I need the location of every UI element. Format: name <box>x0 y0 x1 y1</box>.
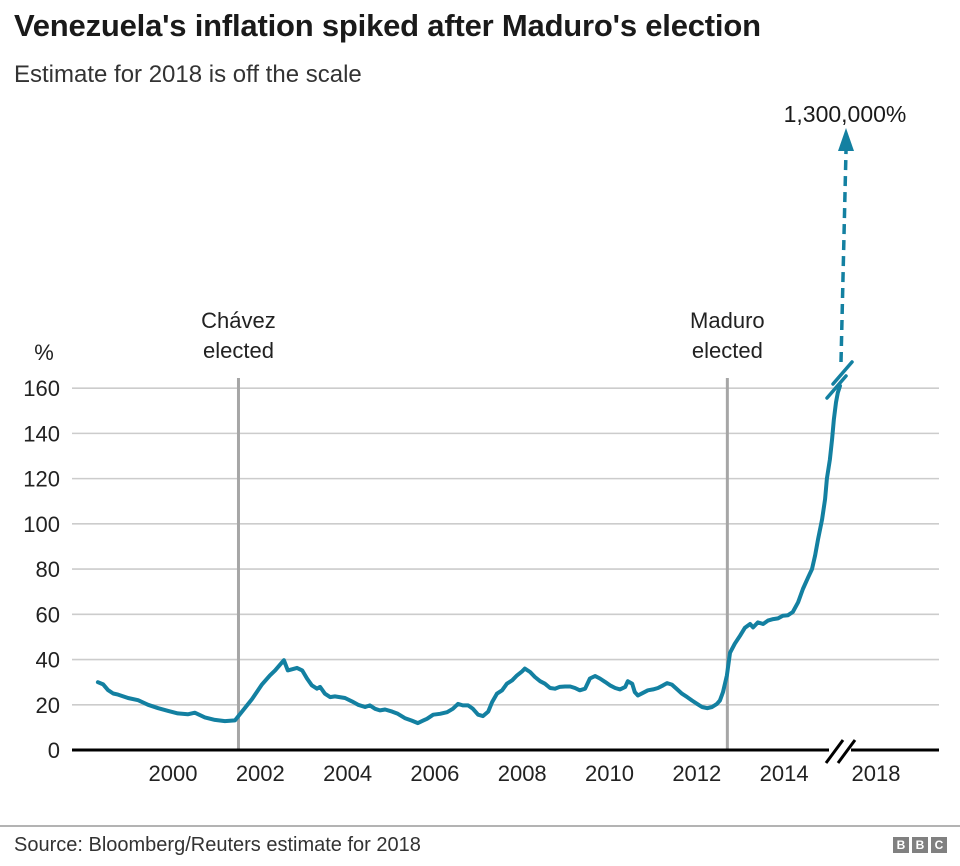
bbc-logo-block: C <box>931 837 947 853</box>
event-label-maduro: Maduro elected <box>690 308 765 363</box>
x-tick-label: 2002 <box>236 761 285 786</box>
source-caption: Source: Bloomberg/Reuters estimate for 2… <box>14 834 421 856</box>
bbc-logo-block: B <box>912 837 928 853</box>
x-tick-label: 2014 <box>760 761 809 786</box>
page-title: Venezuela's inflation spiked after Madur… <box>14 8 761 43</box>
bbc-logo: B B C <box>893 837 947 853</box>
inflation-line <box>95 383 842 726</box>
off-scale-value-label: 1,300,000% <box>783 101 907 127</box>
page-subtitle: Estimate for 2018 is off the scale <box>14 61 362 88</box>
gridlines <box>72 387 939 706</box>
x-tick-label: 2006 <box>410 761 459 786</box>
x-tick-label: 2012 <box>672 761 721 786</box>
line-break-icon <box>825 374 848 400</box>
data-series <box>95 383 842 726</box>
off-scale-arrow <box>825 128 854 400</box>
bbc-logo-block: B <box>893 837 909 853</box>
x-tick-label: 2018 <box>852 761 901 786</box>
axis-break-icon <box>836 739 857 764</box>
y-tick-label: 0 <box>48 738 60 763</box>
x-tick-label: 2000 <box>149 761 198 786</box>
dashed-arrow-shaft <box>839 150 848 363</box>
y-tick-label: 40 <box>36 648 60 673</box>
event-markers: Chávez elected Maduro elected <box>201 308 765 750</box>
y-tick-label: 140 <box>23 421 60 446</box>
y-axis-unit-label: % <box>34 340 54 365</box>
axis-break-icon <box>824 739 845 764</box>
y-tick-label: 120 <box>23 467 60 492</box>
x-tick-label: 2008 <box>498 761 547 786</box>
y-tick-label: 80 <box>36 557 60 582</box>
x-tick-label: 2010 <box>585 761 634 786</box>
event-label-chavez: Chávez elected <box>201 308 276 363</box>
y-tick-label: 100 <box>23 512 60 537</box>
footer-divider <box>0 825 960 827</box>
x-tick-label: 2004 <box>323 761 372 786</box>
line-break-icon <box>831 360 854 386</box>
arrow-head-icon <box>838 128 854 151</box>
axis-labels: 0 20 40 60 80 100 120 140 160% 2000 2002 2004 2006 20… <box>23 340 900 786</box>
axes <box>72 739 939 764</box>
y-tick-label: 60 <box>36 602 60 627</box>
y-tick-label: 160 <box>23 376 60 401</box>
y-tick-label: 20 <box>36 693 60 718</box>
